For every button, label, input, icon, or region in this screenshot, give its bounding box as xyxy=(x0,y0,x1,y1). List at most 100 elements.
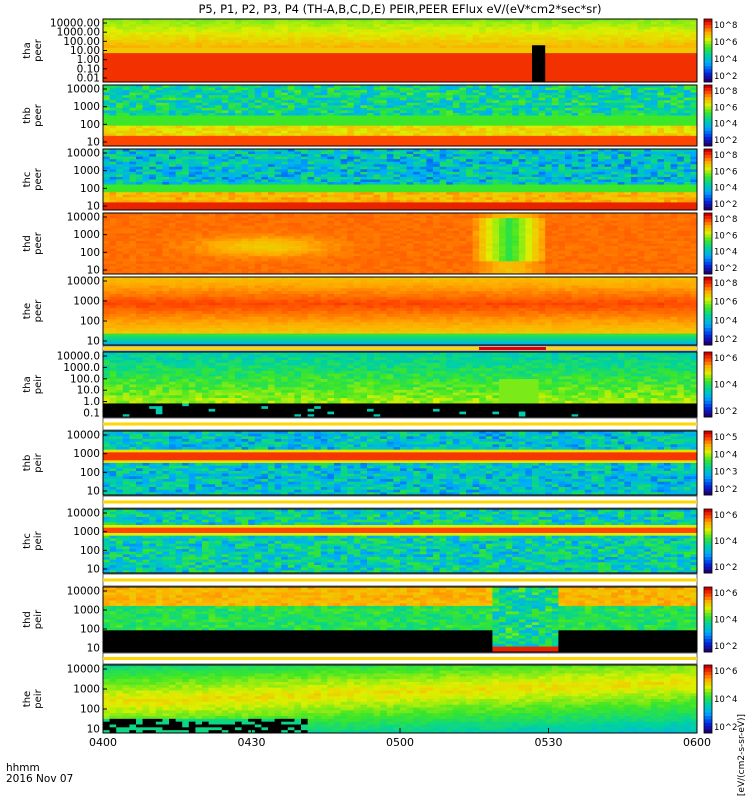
heatmap-cell xyxy=(558,95,566,99)
heatmap-cell xyxy=(624,34,632,38)
heatmap-cell xyxy=(644,76,652,80)
heatmap-cell xyxy=(657,50,665,54)
heatmap-cell xyxy=(287,123,295,127)
heatmap-cell xyxy=(591,128,599,132)
heatmap-cell xyxy=(254,125,262,129)
heatmap-cell xyxy=(162,92,170,96)
heatmap-cell xyxy=(314,85,322,88)
heatmap-cell xyxy=(571,140,579,144)
heatmap-cell xyxy=(155,159,163,163)
heatmap-cell xyxy=(142,42,150,46)
heatmap-cell xyxy=(413,128,421,132)
heatmap-cell xyxy=(347,45,355,49)
heatmap-cell xyxy=(650,37,658,41)
heatmap-cell xyxy=(248,76,256,80)
heatmap-cell xyxy=(479,85,487,88)
heatmap-cell xyxy=(617,110,625,114)
heatmap-cell xyxy=(314,79,322,83)
heatmap-cell xyxy=(479,66,487,70)
heatmap-cell xyxy=(287,120,295,124)
heatmap-cell xyxy=(334,138,341,142)
heatmap-cell xyxy=(386,133,394,137)
heatmap-cell xyxy=(439,161,447,165)
heatmap-cell xyxy=(617,71,625,75)
heatmap-cell xyxy=(136,79,143,83)
heatmap-cell xyxy=(169,112,176,116)
heatmap-cell xyxy=(479,92,487,96)
heatmap-cell xyxy=(637,118,645,121)
heatmap-cell xyxy=(195,74,203,78)
heatmap-cell xyxy=(327,105,335,109)
heatmap-cell xyxy=(525,115,533,119)
heatmap-cell xyxy=(472,151,480,155)
heatmap-cell xyxy=(631,34,638,38)
heatmap-cell xyxy=(565,29,572,33)
heatmap-cell xyxy=(208,107,216,111)
heatmap-cell xyxy=(413,24,421,28)
heatmap-cell xyxy=(347,37,355,41)
heatmap-cell xyxy=(518,74,526,78)
heatmap-cell xyxy=(545,50,553,54)
heatmap-cell xyxy=(525,125,533,129)
heatmap-cell xyxy=(380,47,388,51)
heatmap-cell xyxy=(241,79,249,83)
heatmap-cell xyxy=(452,125,460,129)
heatmap-cell xyxy=(155,55,163,59)
heatmap-cell xyxy=(479,87,487,91)
heatmap-cell xyxy=(386,151,394,155)
heatmap-cell xyxy=(347,110,355,114)
heatmap-cell xyxy=(241,156,249,160)
heatmap-cell xyxy=(664,34,671,38)
heatmap-cell xyxy=(208,63,216,67)
heatmap-cell xyxy=(334,21,341,25)
heatmap-cell xyxy=(228,47,236,51)
heatmap-cell xyxy=(677,125,685,129)
heatmap-cell xyxy=(426,128,434,132)
heatmap-cell xyxy=(373,37,381,41)
heatmap-cell xyxy=(499,95,506,99)
heatmap-cell xyxy=(413,74,421,78)
heatmap-cell xyxy=(109,128,117,132)
panel-probe-label: thb xyxy=(22,107,33,124)
heatmap-cell xyxy=(604,115,612,119)
heatmap-cell xyxy=(215,55,223,59)
heatmap-cell xyxy=(162,76,170,80)
heatmap-cell xyxy=(314,55,322,59)
heatmap-cell xyxy=(307,87,315,91)
heatmap-cell xyxy=(162,74,170,78)
heatmap-cell xyxy=(683,110,691,114)
heatmap-cell xyxy=(175,151,183,155)
heatmap-cell xyxy=(631,107,638,111)
heatmap-cell xyxy=(235,87,242,91)
heatmap-cell xyxy=(492,58,500,62)
heatmap-cell xyxy=(551,100,559,104)
heatmap-cell xyxy=(221,100,229,104)
heatmap-cell xyxy=(499,120,506,124)
heatmap-cell xyxy=(347,149,355,152)
heatmap-cell xyxy=(459,123,467,127)
heatmap-cell xyxy=(472,154,480,158)
heatmap-cell xyxy=(459,55,467,59)
heatmap-cell xyxy=(202,159,209,163)
heatmap-cell xyxy=(281,61,289,65)
heatmap-cell xyxy=(367,164,374,168)
heatmap-cell xyxy=(512,34,520,38)
heatmap-cell xyxy=(175,154,183,158)
heatmap-cell xyxy=(129,87,137,91)
heatmap-cell xyxy=(466,24,473,28)
heatmap-cell xyxy=(281,133,289,137)
heatmap-cell xyxy=(221,42,229,46)
heatmap-cell xyxy=(578,26,586,30)
y-tick-label: 1000 xyxy=(73,101,100,113)
heatmap-cell xyxy=(340,68,348,72)
heatmap-cell xyxy=(327,156,335,160)
heatmap-cell xyxy=(360,40,368,44)
heatmap-cell xyxy=(631,42,638,46)
heatmap-cell xyxy=(644,123,652,127)
heatmap-cell xyxy=(360,53,368,57)
heatmap-cell xyxy=(360,118,368,121)
heatmap-cell xyxy=(406,100,414,104)
heatmap-cell xyxy=(228,107,236,111)
heatmap-cell xyxy=(419,138,427,142)
